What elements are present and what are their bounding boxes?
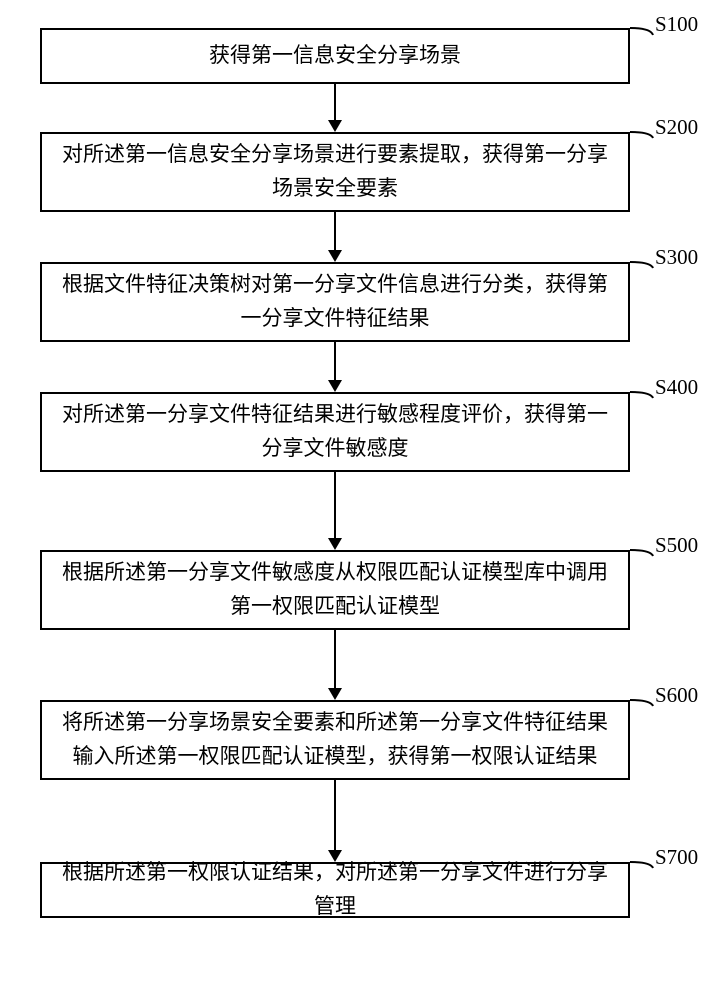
arrow-line [334, 630, 336, 688]
step-box-s200: 对所述第一信息安全分享场景进行要素提取，获得第一分享场景安全要素 [40, 132, 630, 212]
step-label-s300: S300 [655, 245, 698, 270]
arrow-head-icon [328, 380, 342, 392]
flow-arrow [328, 630, 342, 700]
arrow-line [334, 342, 336, 380]
arrow-head-icon [328, 850, 342, 862]
step-label-s400: S400 [655, 375, 698, 400]
flow-arrow [328, 780, 342, 862]
arrow-head-icon [328, 120, 342, 132]
step-text: 对所述第一信息安全分享场景进行要素提取，获得第一分享场景安全要素 [62, 138, 608, 205]
arrow-line [334, 472, 336, 538]
step-text: 根据所述第一分享文件敏感度从权限匹配认证模型库中调用第一权限匹配认证模型 [62, 556, 608, 623]
step-label-s100: S100 [655, 12, 698, 37]
flow-arrow [328, 472, 342, 550]
step-box-s500: 根据所述第一分享文件敏感度从权限匹配认证模型库中调用第一权限匹配认证模型 [40, 550, 630, 630]
step-text: 根据文件特征决策树对第一分享文件信息进行分类，获得第一分享文件特征结果 [62, 268, 608, 335]
step-box-s100: 获得第一信息安全分享场景 [40, 28, 630, 84]
arrow-line [334, 84, 336, 120]
step-text: 获得第一信息安全分享场景 [209, 39, 461, 73]
step-text: 对所述第一分享文件特征结果进行敏感程度评价，获得第一分享文件敏感度 [62, 398, 608, 465]
arrow-line [334, 212, 336, 250]
step-text: 将所述第一分享场景安全要素和所述第一分享文件特征结果输入所述第一权限匹配认证模型… [62, 706, 608, 773]
step-label-s500: S500 [655, 533, 698, 558]
step-label-s200: S200 [655, 115, 698, 140]
flowchart-canvas: 获得第一信息安全分享场景 S100 对所述第一信息安全分享场景进行要素提取，获得第一… [0, 0, 720, 1000]
arrow-head-icon [328, 538, 342, 550]
step-box-s300: 根据文件特征决策树对第一分享文件信息进行分类，获得第一分享文件特征结果 [40, 262, 630, 342]
step-label-s700: S700 [655, 845, 698, 870]
step-text: 根据所述第一权限认证结果，对所述第一分享文件进行分享管理 [62, 856, 608, 923]
arrow-head-icon [328, 250, 342, 262]
flow-arrow [328, 84, 342, 132]
step-label-s600: S600 [655, 683, 698, 708]
flow-arrow [328, 342, 342, 392]
flow-arrow [328, 212, 342, 262]
step-box-s600: 将所述第一分享场景安全要素和所述第一分享文件特征结果输入所述第一权限匹配认证模型… [40, 700, 630, 780]
step-box-s400: 对所述第一分享文件特征结果进行敏感程度评价，获得第一分享文件敏感度 [40, 392, 630, 472]
step-box-s700: 根据所述第一权限认证结果，对所述第一分享文件进行分享管理 [40, 862, 630, 918]
arrow-head-icon [328, 688, 342, 700]
arrow-line [334, 780, 336, 850]
